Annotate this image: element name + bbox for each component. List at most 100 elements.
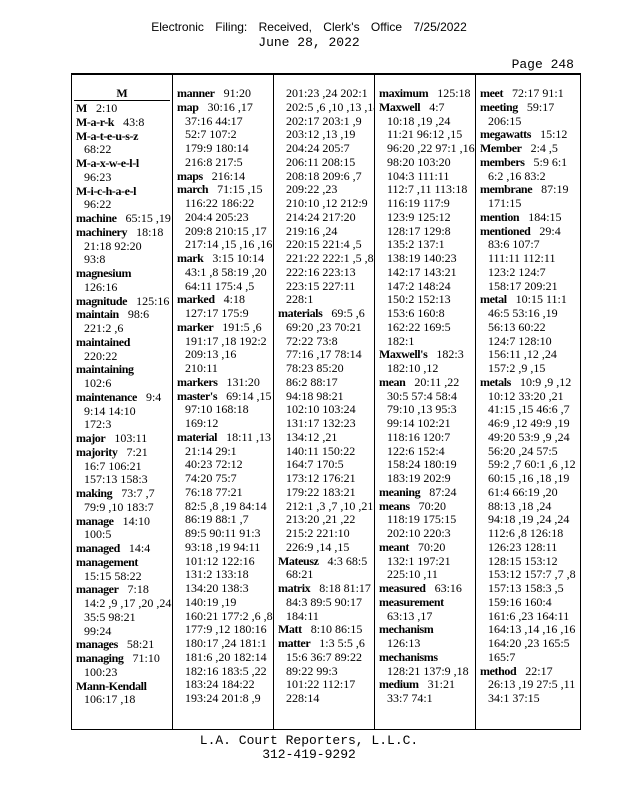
index-term: meant <box>379 539 409 554</box>
page-line-refs-continued: 161:6 ,23 164:11 <box>488 608 570 623</box>
index-term: marker <box>177 319 214 334</box>
index-entry: mechanism <box>375 622 475 637</box>
page-line-refs-continued: 181:6 ,20 182:14 <box>185 649 267 664</box>
page-line-refs: 125:18 <box>437 86 471 100</box>
page-line-refs: 131:20 <box>226 374 260 389</box>
page-line-refs: 87:24 <box>429 484 457 499</box>
page-line-refs-continued: 204:24 205:7 <box>286 141 350 155</box>
page-line-refs-continued: 164:20 ,23 165:5 <box>488 636 570 650</box>
index-entry: measurement <box>375 595 475 610</box>
page-line-refs-continued: 184:11 <box>286 608 319 623</box>
page-line-refs: 5:9 6:1 <box>533 154 568 169</box>
reporter-phone: 312-419-9292 <box>262 747 356 762</box>
index-entry: markers 131:20 <box>173 374 273 390</box>
page-line-refs-continued: 21:18 92:20 <box>84 238 142 253</box>
index-term: manager <box>76 582 119 597</box>
index-entry: mean 20:11 ,22 <box>375 375 475 390</box>
index-entry: materials 69:5 ,6 <box>274 306 374 321</box>
page-line-refs: 8:10 86:15 <box>310 622 363 637</box>
reporter-company: L.A. Court Reporters, L.L.C. <box>199 733 419 748</box>
page-line-refs-continued: 79:10 ,13 95:3 <box>387 402 457 417</box>
page-line-refs-continued: 79:9 ,10 183:7 <box>84 499 154 514</box>
page-line-refs: 31:21 <box>427 677 455 692</box>
page-line-refs-continued: 221:22 222:1 ,5 ,8 <box>286 251 374 265</box>
index-term: markers <box>177 374 218 389</box>
index-term: master's <box>177 388 218 403</box>
page-line-refs: 4:3 68:5 <box>327 553 368 568</box>
index-term: manner <box>177 86 215 100</box>
page-line-refs-continued: 77:16 ,17 78:14 <box>286 347 362 362</box>
page-line-refs: 72:17 91:1 <box>512 86 564 100</box>
index-entry: membrane 87:19 <box>476 182 577 197</box>
page-line-refs: 71:15 ,15 <box>217 182 263 197</box>
index-entry: meaning 87:24 <box>375 484 475 500</box>
page-line-refs: 2:10 <box>95 101 118 115</box>
page-line-refs-continued: 134:20 138:3 <box>185 581 249 595</box>
page-line-refs-continued: 228:1 <box>286 292 314 307</box>
index-term: Matt <box>278 622 302 637</box>
page-line-refs-continued: 219:16 ,24 <box>286 223 338 238</box>
index-term: marked <box>177 292 215 307</box>
section-letter: M <box>74 87 170 101</box>
page-line-refs-continued: 156:11 ,12 ,24 <box>488 347 557 362</box>
index-term: mark <box>177 251 204 265</box>
index-entry: master's 69:14 ,15 <box>173 388 273 404</box>
index-entry: managed 14:4 <box>72 541 172 556</box>
page-line-refs-continued: 21:14 29:1 <box>185 443 237 458</box>
index-entry: Maxwell's 182:3 <box>375 347 475 362</box>
page-line-refs-continued: 118:16 120:7 <box>387 429 451 444</box>
page-line-refs-continued: 135:2 137:1 <box>387 237 445 252</box>
page-line-refs-continued: 183:19 202:9 <box>387 471 451 485</box>
index-entry: magnesium <box>72 266 172 281</box>
page-number: Page 248 <box>511 57 574 72</box>
page-line-refs: 14:4 <box>128 541 151 555</box>
page-line-refs-continued: 132:1 197:21 <box>387 553 451 568</box>
index-term: maintenance <box>76 389 137 404</box>
page-line-refs-continued: 122:6 152:4 <box>387 443 445 458</box>
page-line-refs-continued: 46:5 53:16 ,19 <box>488 306 558 320</box>
index-entry: making 73:7 ,7 <box>72 486 172 501</box>
page-line-refs-continued: 111:11 112:11 <box>488 251 556 265</box>
page-line-refs-continued: 153:12 157:7 ,7 ,8 <box>488 567 576 582</box>
page-line-refs-continued: 11:21 96:12 ,15 <box>387 127 463 142</box>
page-line-refs-continued: 173:12 176:21 <box>286 471 356 485</box>
page-line-refs: 18:11 ,13 <box>226 429 272 444</box>
index-entry: mechanisms <box>375 650 475 665</box>
index-term: method <box>480 663 517 678</box>
page-line-refs-continued: 215:2 221:10 <box>286 526 350 540</box>
page-line-refs: 14:10 <box>122 513 150 528</box>
page-line-refs-continued: 217:14 ,15 ,16 ,16 <box>185 237 273 252</box>
index-entry: major 103:11 <box>72 431 172 446</box>
page-line-refs: 73:7 ,7 <box>121 486 155 500</box>
page-line-refs-continued: 223:15 227:11 <box>286 278 356 293</box>
page-line-refs-continued: 106:17 ,18 <box>84 692 136 707</box>
index-entry: matrix 8:18 81:17 <box>274 581 374 596</box>
page-line-refs-continued: 112:6 ,8 126:18 <box>488 526 564 540</box>
page-line-refs: 184:15 <box>528 209 562 224</box>
page-line-refs-continued: 183:24 184:22 <box>185 677 255 692</box>
page-line-refs-continued: 179:9 180:14 <box>185 141 249 155</box>
page-line-refs-continued: 96:23 <box>84 169 112 184</box>
page-line-refs: 3:15 10:14 <box>212 251 265 265</box>
page-line-refs-continued: 203:12 ,13 ,19 <box>286 127 356 142</box>
page-line-refs-continued: 84:3 89:5 90:17 <box>286 594 363 609</box>
page-line-refs-continued: 164:7 170:5 <box>286 457 344 472</box>
page-line-refs-continued: 56:20 ,24 57:5 <box>488 443 558 458</box>
index-entry: measured 63:16 <box>375 581 475 596</box>
page-line-refs-continued: 102:10 103:24 <box>286 402 356 417</box>
page-line-refs: 15:12 <box>540 127 568 142</box>
page-line-refs-continued: 37:16 44:17 <box>185 113 243 128</box>
page-line-refs-continued: 97:10 168:18 <box>185 402 249 417</box>
index-entry: maintenance 9:4 <box>72 389 172 405</box>
page-line-refs-continued: 68:21 <box>286 567 314 582</box>
page-line-refs-continued: 94:18 98:21 <box>286 388 344 403</box>
index-entry: means 70:20 <box>375 499 475 514</box>
index-entry: mark 3:15 10:14 <box>173 251 273 266</box>
index-entry: magnitude 125:16 <box>72 294 172 309</box>
index-term: major <box>76 431 106 445</box>
page-line-refs: 43:8 <box>123 114 145 129</box>
index-entry: M-a-r-k 43:8 <box>72 114 172 130</box>
index-entry: M-i-c-h-a-e-l <box>72 184 172 199</box>
page-line-refs-continued: 182:10 ,12 <box>387 361 439 375</box>
page-line-refs: 7:21 <box>126 444 148 459</box>
